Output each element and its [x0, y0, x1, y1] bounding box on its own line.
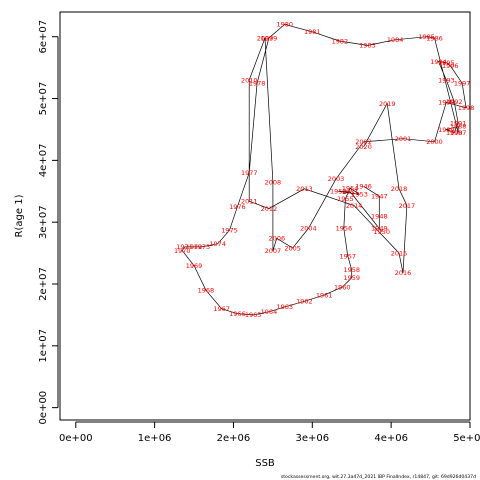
footer-caption: stockassessment.org, wit.27.3a47d_2021 I…	[281, 474, 476, 480]
x-tick-label: 5e+06	[453, 433, 480, 444]
year-label-1958: 1958	[343, 266, 360, 274]
x-tick-label: 2e+06	[217, 433, 251, 444]
year-label-2007: 2007	[265, 247, 282, 255]
year-label-1956: 1956	[336, 225, 353, 233]
y-tick-label: 0e+00	[38, 391, 49, 425]
y-axis: 0e+00 1e+07 2e+07 3e+07 4e+07 5e+07 6e+07	[38, 20, 59, 425]
year-label-1969: 1969	[186, 262, 203, 270]
year-label-1961: 1961	[316, 291, 333, 299]
year-label-2004: 2004	[300, 225, 317, 233]
year-label-2013: 2013	[296, 185, 313, 193]
year-label-2009: 2009	[257, 34, 274, 42]
year-label-1980: 1980	[276, 21, 293, 29]
recruitment-path-line	[181, 24, 467, 316]
year-label-2012: 2012	[261, 205, 278, 213]
year-label-1952: 1952	[330, 188, 347, 196]
year-label-1972: 1972	[186, 243, 203, 251]
x-tick-label: 0e+00	[59, 433, 93, 444]
year-label-1996: 1996	[442, 62, 459, 70]
year-label-1989: 1989	[438, 126, 455, 134]
year-label-2003: 2003	[328, 175, 345, 183]
year-label-1948: 1948	[371, 212, 388, 220]
year-label-2019: 2019	[379, 100, 396, 108]
year-label-1999: 1999	[438, 99, 455, 107]
year-label-1974: 1974	[209, 240, 226, 248]
year-label-1946: 1946	[355, 183, 372, 191]
year-label-1966: 1966	[229, 310, 246, 318]
year-label-1991: 1991	[450, 120, 467, 128]
year-label-2017: 2017	[399, 202, 416, 210]
year-label-1982: 1982	[332, 37, 349, 45]
year-label-1965: 1965	[245, 311, 262, 319]
y-tick-label: 5e+07	[38, 82, 49, 116]
year-label-2006: 2006	[269, 235, 286, 243]
year-label-1951: 1951	[342, 188, 359, 196]
year-label-2020: 2020	[355, 143, 372, 151]
x-tick-label: 1e+06	[138, 433, 172, 444]
plot-frame	[59, 11, 471, 421]
y-tick-label: 4e+07	[38, 144, 49, 178]
year-label-1983: 1983	[359, 42, 376, 50]
year-label-1960: 1960	[334, 283, 351, 291]
year-label-1967: 1967	[213, 305, 230, 313]
year-label-1988: 1988	[450, 123, 467, 131]
year-label-1957: 1957	[340, 252, 357, 260]
year-label-1985: 1985	[418, 33, 435, 41]
year-label-1998: 1998	[458, 104, 475, 112]
year-label-2000: 2000	[426, 138, 443, 146]
year-label-2018: 2018	[391, 185, 408, 193]
year-label-1973: 1973	[194, 243, 211, 251]
year-label-2011: 2011	[241, 197, 258, 205]
year-label-1970: 1970	[174, 247, 191, 255]
year-label-1987: 1987	[450, 129, 467, 137]
y-tick-label: 6e+07	[38, 20, 49, 54]
year-label-1955: 1955	[337, 195, 354, 203]
year-label-1976: 1976	[229, 203, 246, 211]
year-label-1971: 1971	[176, 243, 193, 251]
year-label-2014: 2014	[346, 202, 363, 210]
y-tick-label: 1e+07	[38, 329, 49, 363]
year-label-1978: 1978	[249, 79, 266, 87]
year-label-1959: 1959	[343, 274, 360, 282]
year-label-1964: 1964	[261, 308, 278, 316]
year-label-1975: 1975	[221, 227, 238, 235]
year-label-1979: 1979	[261, 34, 278, 42]
year-label-1953: 1953	[351, 191, 368, 199]
y-axis-title: R(age 1)	[14, 194, 25, 237]
year-label-1986: 1986	[426, 34, 443, 42]
year-label-1963: 1963	[276, 303, 293, 311]
year-label-2002: 2002	[355, 138, 372, 146]
year-label-1993: 1993	[438, 76, 455, 84]
year-label-2015: 2015	[391, 249, 408, 257]
year-label-1962: 1962	[296, 298, 313, 306]
year-label-1981: 1981	[304, 28, 321, 36]
year-label-1947: 1947	[371, 193, 388, 201]
year-label-1992: 1992	[446, 98, 463, 106]
year-label-2010: 2010	[241, 76, 258, 84]
year-label-2016: 2016	[395, 269, 412, 277]
x-axis-title: SSB	[255, 458, 275, 469]
year-label-1949: 1949	[371, 225, 388, 233]
year-label-2008: 2008	[265, 178, 282, 186]
x-axis: 0e+00 1e+06 2e+06 3e+06 4e+06 5e+06	[59, 421, 480, 444]
year-label-2001: 2001	[395, 135, 412, 143]
y-tick-label: 2e+07	[38, 267, 49, 301]
year-label-1950: 1950	[373, 228, 390, 236]
year-label-1977: 1977	[241, 169, 258, 177]
year-label-2005: 2005	[284, 244, 301, 252]
y-tick-label: 3e+07	[38, 205, 49, 239]
x-tick-label: 3e+06	[295, 433, 329, 444]
year-label-1990: 1990	[446, 129, 463, 137]
year-label-1984: 1984	[387, 36, 404, 44]
year-label-1968: 1968	[198, 286, 215, 294]
year-label-1954: 1954	[342, 184, 359, 192]
year-label-1994: 1994	[430, 58, 447, 66]
year-label-1997: 1997	[454, 79, 471, 87]
year-label-1995: 1995	[438, 59, 455, 67]
x-tick-label: 4e+06	[374, 433, 408, 444]
